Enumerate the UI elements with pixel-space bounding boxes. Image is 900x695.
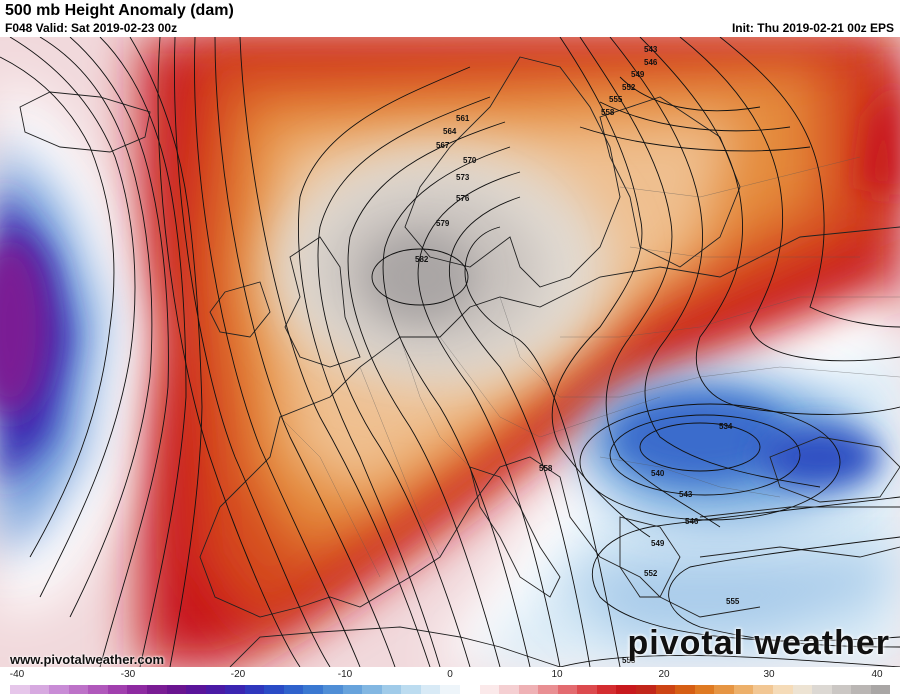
colorbar-swatch <box>714 685 734 694</box>
colorbar-swatch <box>675 685 695 694</box>
colorbar-tick: 10 <box>551 669 563 680</box>
contour-label-579: 579 <box>436 219 450 228</box>
colorbar-swatch <box>812 685 832 694</box>
colorbar-swatch <box>636 685 656 694</box>
colorbar-tick: 20 <box>658 669 670 680</box>
colorbar-tick: 40 <box>871 669 883 680</box>
colorbar-swatch <box>831 685 852 694</box>
contour-label-549: 549 <box>631 70 645 79</box>
contour-label-552-se: 552 <box>644 569 658 578</box>
colorbar-swatch <box>225 685 245 694</box>
init-time: Init: Thu 2019-02-21 00z EPS <box>731 21 894 35</box>
contour-label-582: 582 <box>415 255 429 264</box>
colorbar-swatch <box>342 685 363 694</box>
colorbar: -40 -30 -20 -10 0 10 20 30 40 <box>0 667 900 695</box>
colorbar-swatch <box>283 685 304 694</box>
colorbar-swatch <box>401 685 421 694</box>
colorbar-swatch <box>146 685 167 694</box>
height-anomaly-map[interactable]: 543 546 549 552 555 558 561 564 567 570 … <box>0 36 900 668</box>
colorbar-swatch <box>88 685 108 694</box>
admin-borders <box>279 156 900 578</box>
colorbar-swatch <box>127 685 147 694</box>
contour-label-546: 546 <box>644 58 658 67</box>
contour-label-558-it: 558 <box>539 464 553 473</box>
contour-label-555: 555 <box>609 95 623 104</box>
colorbar-swatch <box>29 685 50 694</box>
colorbar-swatch <box>655 685 676 694</box>
colorbar-swatch <box>577 685 597 694</box>
colorbar-swatch <box>792 685 813 694</box>
valid-time: F048 Valid: Sat 2019-02-23 00z <box>5 21 178 35</box>
colorbar-tick: 0 <box>447 669 453 680</box>
colorbar-swatch <box>10 685 30 694</box>
contour-label-561: 561 <box>456 114 470 123</box>
map-title: 500 mb Height Anomaly (dam) <box>5 2 234 19</box>
contour-label-570: 570 <box>463 156 477 165</box>
colorbar-swatch <box>557 685 578 694</box>
colorbar-swatch <box>596 685 617 694</box>
contour-label-573: 573 <box>456 173 470 182</box>
colorbar-swatch <box>303 685 323 694</box>
colorbar-swatch <box>205 685 226 694</box>
website-url: www.pivotalweather.com <box>10 652 165 667</box>
colorbar-swatch <box>107 685 128 694</box>
colorbar-swatch <box>362 685 382 694</box>
contour-label-558: 558 <box>601 108 615 117</box>
colorbar-swatch <box>244 685 265 694</box>
colorbar-swatch <box>538 685 558 694</box>
contour-label-546-se: 546 <box>685 517 699 526</box>
colorbar-swatch <box>186 685 206 694</box>
colorbar-swatch <box>479 685 500 694</box>
colorbar-swatch <box>323 685 343 694</box>
colorbar-swatch <box>851 685 871 694</box>
height-contours <box>0 36 900 668</box>
contour-label-576: 576 <box>456 194 470 203</box>
colorbar-tick: 30 <box>763 669 775 680</box>
contour-label-543-se: 543 <box>679 490 693 499</box>
colorbar-strip <box>10 685 891 694</box>
colorbar-swatch <box>49 685 69 694</box>
colorbar-swatch <box>870 685 891 694</box>
colorbar-swatch <box>166 685 187 694</box>
colorbar-swatch <box>420 685 441 694</box>
colorbar-swatch <box>753 685 773 694</box>
colorbar-swatch <box>518 685 539 694</box>
colorbar-swatch <box>616 685 636 694</box>
colorbar-swatch <box>459 685 480 694</box>
contour-label-543: 543 <box>644 45 658 54</box>
contour-label-558-s: 558 <box>622 656 636 665</box>
contour-label-540: 540 <box>651 469 665 478</box>
contour-label-552: 552 <box>622 83 636 92</box>
coastlines <box>19 56 900 668</box>
contour-label-555-se: 555 <box>726 597 740 606</box>
colorbar-swatch <box>772 685 793 694</box>
contour-label-534: 534 <box>719 422 733 431</box>
colorbar-swatch <box>68 685 89 694</box>
anomaly-shading <box>0 37 900 667</box>
colorbar-swatch <box>499 685 519 694</box>
colorbar-swatch <box>694 685 715 694</box>
contour-label-564: 564 <box>443 127 457 136</box>
colorbar-tick: -30 <box>120 669 136 680</box>
brand-logo-text: pivotal weather <box>627 624 890 662</box>
map-header: 500 mb Height Anomaly (dam) F048 Valid: … <box>0 0 900 37</box>
colorbar-tick: -20 <box>230 669 246 680</box>
colorbar-swatch <box>264 685 284 694</box>
map-canvas: 543 546 549 552 555 558 561 564 567 570 … <box>0 36 900 668</box>
colorbar-swatch <box>381 685 402 694</box>
colorbar-tick: -40 <box>9 669 25 680</box>
colorbar-swatch <box>440 685 460 694</box>
contour-labels: 543 546 549 552 555 558 561 564 567 570 … <box>415 45 740 665</box>
contour-label-567: 567 <box>436 141 450 150</box>
colorbar-swatch <box>733 685 754 694</box>
contour-label-549-se: 549 <box>651 539 665 548</box>
colorbar-tick: -10 <box>337 669 353 680</box>
